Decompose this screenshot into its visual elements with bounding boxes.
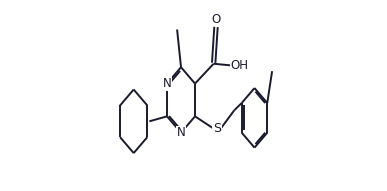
Text: OH: OH	[230, 59, 248, 72]
Text: S: S	[213, 122, 221, 135]
Text: O: O	[211, 13, 221, 26]
Text: N: N	[163, 77, 171, 90]
Text: N: N	[176, 126, 185, 139]
